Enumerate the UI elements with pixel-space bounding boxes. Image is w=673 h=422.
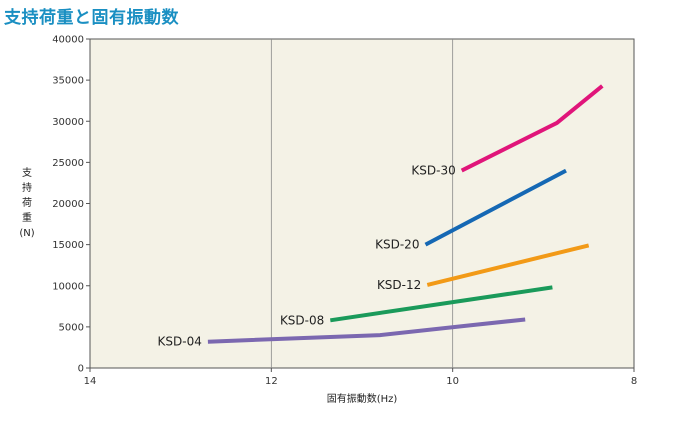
series-label-ksd-30: KSD-30 <box>411 164 455 178</box>
series-line-ksd-30 <box>460 84 604 173</box>
y-axis-label-char: 支 <box>22 167 32 179</box>
y-tick-label: 35000 <box>52 76 84 87</box>
x-tick-label: 14 <box>84 376 97 387</box>
series-label-ksd-04: KSD-04 <box>158 335 202 349</box>
series-line-ksd-12 <box>426 243 590 287</box>
y-tick-label: 0 <box>78 364 84 375</box>
y-tick-label: 5000 <box>59 322 84 333</box>
series-line-ksd-08 <box>330 285 553 323</box>
series-label-ksd-12: KSD-12 <box>377 278 421 292</box>
y-tick-label: 25000 <box>52 158 84 169</box>
y-axis-label-char: 荷 <box>22 197 32 209</box>
x-axis-ticks: 14 12 10 8 <box>84 368 637 387</box>
series-label-ksd-08: KSD-08 <box>280 313 324 327</box>
x-axis-label: 固有振動数(Hz) <box>327 392 398 405</box>
plot-area <box>89 38 635 369</box>
x-tick-label: 12 <box>265 376 278 387</box>
y-tick-label: 10000 <box>52 281 84 292</box>
series-labels: KSD-04 KSD-08 KSD-12 KSD-20 KSD-30 <box>158 164 456 349</box>
y-axis-ticks: 0 5000 10000 15000 20000 25000 30000 35000 40000 <box>52 35 90 375</box>
page-title: 支持荷重と固有振動数 <box>4 8 179 28</box>
y-tick-label: 15000 <box>52 240 84 251</box>
y-tick-label: 20000 <box>52 199 84 210</box>
y-tick-label: 30000 <box>52 117 84 128</box>
y-axis-label-char: 重 <box>22 211 32 224</box>
y-axis-label-char: 持 <box>22 181 32 194</box>
series-line-ksd-20 <box>424 168 567 247</box>
y-tick-label: 40000 <box>52 35 84 46</box>
series-label-ksd-20: KSD-20 <box>375 238 419 252</box>
y-axis-label: 支持荷重 (N) <box>19 167 34 239</box>
series-line-ksd-04 <box>207 317 526 344</box>
series-lines <box>207 84 604 344</box>
x-tick-label: 8 <box>631 376 637 387</box>
grid-lines <box>270 39 454 368</box>
y-axis-label-char: (N) <box>19 228 34 239</box>
x-tick-label: 10 <box>446 376 459 387</box>
